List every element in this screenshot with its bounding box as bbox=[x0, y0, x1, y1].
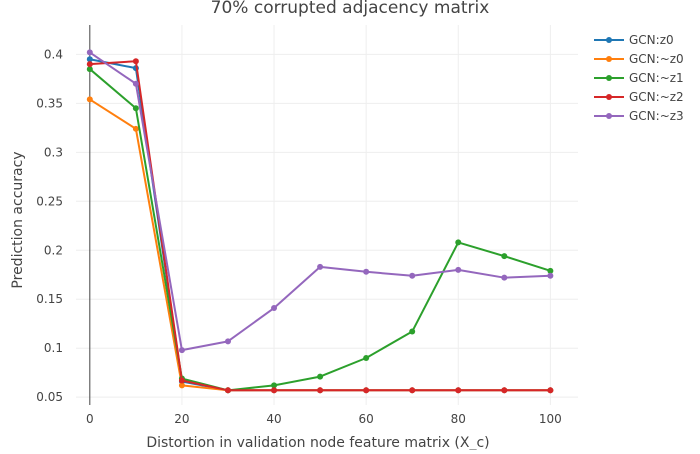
x-tick-label: 40 bbox=[266, 412, 281, 426]
legend-marker bbox=[606, 94, 612, 100]
data-point[interactable] bbox=[317, 263, 324, 270]
data-point[interactable] bbox=[86, 66, 93, 73]
legend-marker bbox=[606, 113, 612, 119]
data-point[interactable] bbox=[132, 80, 139, 87]
data-point[interactable] bbox=[501, 274, 508, 281]
data-point[interactable] bbox=[363, 268, 370, 275]
data-point[interactable] bbox=[501, 253, 508, 260]
y-axis-title: Prediction accuracy bbox=[10, 151, 26, 288]
grid bbox=[76, 25, 578, 405]
legend-item[interactable]: GCN:~z2 bbox=[594, 90, 684, 104]
y-tick-label: 0.3 bbox=[44, 145, 63, 159]
y-tick-label: 0.4 bbox=[44, 47, 63, 61]
legend-marker bbox=[606, 37, 612, 43]
series-GCN:~z3 bbox=[86, 49, 554, 354]
x-tick-label: 100 bbox=[539, 412, 562, 426]
legend[interactable]: GCN:z0 GCN:~z0 GCN:~z1 GCN:~z2 GCN:~z3 bbox=[594, 33, 684, 123]
data-point[interactable] bbox=[178, 382, 185, 389]
legend-label: GCN:~z2 bbox=[629, 90, 684, 104]
data-point[interactable] bbox=[86, 56, 93, 63]
data-point[interactable] bbox=[178, 377, 185, 384]
data-point[interactable] bbox=[547, 267, 554, 274]
y-tick-label: 0.2 bbox=[44, 243, 63, 257]
y-tick-label: 0.25 bbox=[36, 194, 63, 208]
legend-label: GCN:~z0 bbox=[629, 52, 684, 66]
data-point[interactable] bbox=[178, 347, 185, 354]
data-point[interactable] bbox=[363, 387, 370, 394]
x-tick-label: 0 bbox=[86, 412, 94, 426]
data-point[interactable] bbox=[132, 105, 139, 112]
legend-marker bbox=[606, 75, 612, 81]
y-tick-label: 0.05 bbox=[36, 390, 63, 404]
legend-marker bbox=[606, 56, 612, 62]
x-tick-label: 80 bbox=[451, 412, 466, 426]
data-point[interactable] bbox=[547, 272, 554, 279]
y-tick-label: 0.1 bbox=[44, 341, 63, 355]
data-point[interactable] bbox=[317, 373, 324, 380]
x-axis-title: Distortion in validation node feature ma… bbox=[146, 435, 489, 450]
data-point[interactable] bbox=[132, 125, 139, 132]
legend-label: GCN:z0 bbox=[629, 33, 674, 47]
data-point[interactable] bbox=[455, 239, 462, 246]
data-point[interactable] bbox=[86, 96, 93, 103]
legend-label: GCN:~z3 bbox=[629, 109, 684, 123]
data-point[interactable] bbox=[224, 387, 231, 394]
series-GCN:~z2 bbox=[86, 58, 554, 394]
data-point[interactable] bbox=[409, 328, 416, 335]
tick-labels: 0.05 0.1 0.15 0.2 0.25 0.3 0.35 0.4 0 20 40 60 80 100 bbox=[36, 47, 562, 426]
legend-item[interactable]: GCN:~z1 bbox=[594, 71, 684, 85]
x-tick-label: 20 bbox=[174, 412, 189, 426]
data-point[interactable] bbox=[132, 58, 139, 65]
legend-item[interactable]: GCN:z0 bbox=[594, 33, 674, 47]
data-point[interactable] bbox=[271, 305, 278, 312]
data-point[interactable] bbox=[224, 338, 231, 345]
data-point[interactable] bbox=[547, 387, 554, 394]
legend-item[interactable]: GCN:~z3 bbox=[594, 109, 684, 123]
legend-label: GCN:~z1 bbox=[629, 71, 684, 85]
data-point[interactable] bbox=[455, 387, 462, 394]
data-point[interactable] bbox=[86, 61, 93, 68]
data-point[interactable] bbox=[271, 387, 278, 394]
data-point[interactable] bbox=[317, 387, 324, 394]
y-tick-label: 0.15 bbox=[36, 292, 63, 306]
data-point[interactable] bbox=[501, 387, 508, 394]
series-group bbox=[86, 49, 554, 394]
data-point[interactable] bbox=[86, 49, 93, 56]
legend-item[interactable]: GCN:~z0 bbox=[594, 52, 684, 66]
x-tick-label: 60 bbox=[359, 412, 374, 426]
chart-title: 70% corrupted adjacency matrix bbox=[211, 0, 490, 18]
data-point[interactable] bbox=[455, 266, 462, 273]
data-point[interactable] bbox=[363, 354, 370, 361]
data-point[interactable] bbox=[271, 382, 278, 389]
y-tick-label: 0.35 bbox=[36, 96, 63, 110]
data-point[interactable] bbox=[409, 387, 416, 394]
data-point[interactable] bbox=[409, 272, 416, 279]
